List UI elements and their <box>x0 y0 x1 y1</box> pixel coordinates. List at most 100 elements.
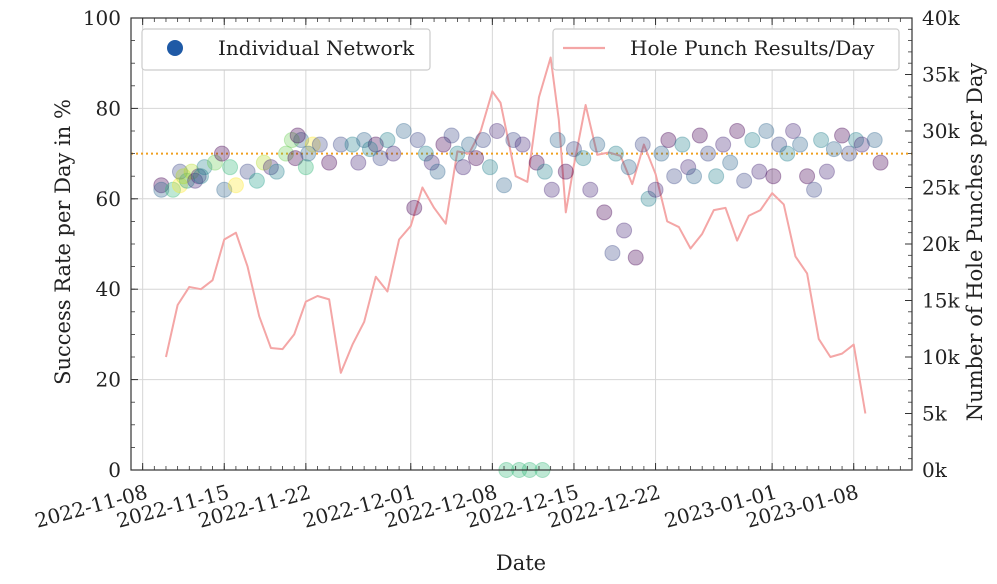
scatter-point <box>461 136 478 153</box>
scatter-point <box>751 163 768 180</box>
scatter-point <box>361 141 378 158</box>
scatter-point <box>841 145 858 162</box>
scatter-point <box>429 163 446 180</box>
scatter-point <box>514 136 531 153</box>
scatter-point <box>582 181 599 198</box>
scatter-point <box>289 127 306 144</box>
scatter-point <box>647 181 664 198</box>
y-right-axis-title: Number of Hole Punches per Day <box>963 63 987 422</box>
scatter-point <box>674 136 691 153</box>
y-left-tick-label: 0 <box>108 458 121 482</box>
scatter-point <box>153 177 170 194</box>
y-right-tick-label: 30k <box>922 119 960 143</box>
scatter-point <box>528 154 545 171</box>
scatter-point <box>729 123 746 139</box>
scatter-point <box>216 181 233 198</box>
scatter-point <box>818 163 835 180</box>
scatter-point <box>239 163 256 180</box>
scatter-point <box>300 145 317 162</box>
legend-right: Hole Punch Results/Day <box>552 28 900 71</box>
x-tick-labels: 2022-11-082022-11-152022-11-222022-12-01… <box>32 480 861 533</box>
scatter-point <box>765 168 782 185</box>
scatter-point <box>297 159 314 176</box>
scatter-point <box>395 123 412 139</box>
scatter-point <box>813 132 830 149</box>
scatter-point <box>372 150 389 167</box>
scatter-point <box>853 136 870 153</box>
y-right-tick-label: 20k <box>922 232 960 256</box>
scatter-point <box>575 150 592 167</box>
scatter-point <box>175 168 192 185</box>
scatter-point <box>350 154 367 171</box>
scatter-point <box>311 136 328 153</box>
scatter-point <box>192 168 209 185</box>
tick-marks <box>130 17 913 471</box>
y-right-tick-label: 25k <box>922 176 960 200</box>
legend-left-marker <box>167 40 183 56</box>
y-right-tick-label: 5k <box>922 402 948 426</box>
scatter-point <box>423 154 440 171</box>
scatter-point <box>565 141 582 158</box>
scatter-point <box>722 154 739 171</box>
scatter-point <box>604 245 621 262</box>
y-right-tick-label: 35k <box>922 63 960 87</box>
y-left-tick-label: 100 <box>83 6 121 30</box>
scatter-point <box>178 172 195 189</box>
scatter-point <box>715 136 732 153</box>
y-left-tick-label: 60 <box>96 187 121 211</box>
legend-left: Individual Network <box>141 28 431 71</box>
scatter-point <box>489 123 506 139</box>
scatter-point <box>248 172 265 189</box>
scatter-point <box>190 168 207 185</box>
legend-right-label: Hole Punch Results/Day <box>630 36 875 60</box>
y-left-tick-label: 80 <box>96 96 121 120</box>
y-left-tick-label: 20 <box>96 368 121 392</box>
scatter-point <box>164 181 181 198</box>
y-left-tick-label: 40 <box>96 277 121 301</box>
gridlines <box>131 17 912 471</box>
scatter-point <box>222 159 239 176</box>
legend-left-box <box>141 28 431 71</box>
scatter-point <box>455 159 472 176</box>
scatter-point <box>620 159 637 176</box>
scatter-point <box>691 127 708 144</box>
scatter-point <box>367 136 384 153</box>
scatter-point <box>417 145 434 162</box>
scatter-point <box>443 127 460 144</box>
scatter-point <box>213 145 230 162</box>
scatter-point <box>379 132 396 149</box>
scatter-point <box>640 190 657 207</box>
scatter-point <box>171 163 188 180</box>
y-right-tick-label: 15k <box>922 289 960 313</box>
scatter-point <box>187 172 204 189</box>
scatter-series-group <box>153 123 889 478</box>
scatter-point <box>607 145 624 162</box>
scatter-point <box>799 168 816 185</box>
scatter-point <box>196 159 213 176</box>
scatter-point <box>227 177 244 194</box>
scatter-point <box>171 177 188 194</box>
scatter-point <box>385 145 402 162</box>
scatter-point <box>596 204 613 221</box>
scatter-point <box>321 154 338 171</box>
scatter-point <box>557 163 574 180</box>
scatter-point <box>344 136 361 153</box>
scatter-point <box>153 181 170 198</box>
scatter-point <box>475 132 492 149</box>
scatter-point <box>634 136 651 153</box>
scatter-point <box>825 141 842 158</box>
scatter-point <box>482 159 499 176</box>
scatter-point <box>287 150 304 167</box>
scatter-point <box>785 123 802 139</box>
scatter-point <box>779 145 796 162</box>
y-left-tick-labels: 0 20 40 60 80 100 <box>83 6 121 482</box>
scatter-point <box>758 123 775 139</box>
scatter-point <box>255 154 272 171</box>
scatter-point <box>543 181 560 198</box>
scatter-point <box>771 136 788 153</box>
scatter-point <box>496 177 513 194</box>
scatter-point <box>589 136 606 153</box>
scatter-point <box>183 163 200 180</box>
